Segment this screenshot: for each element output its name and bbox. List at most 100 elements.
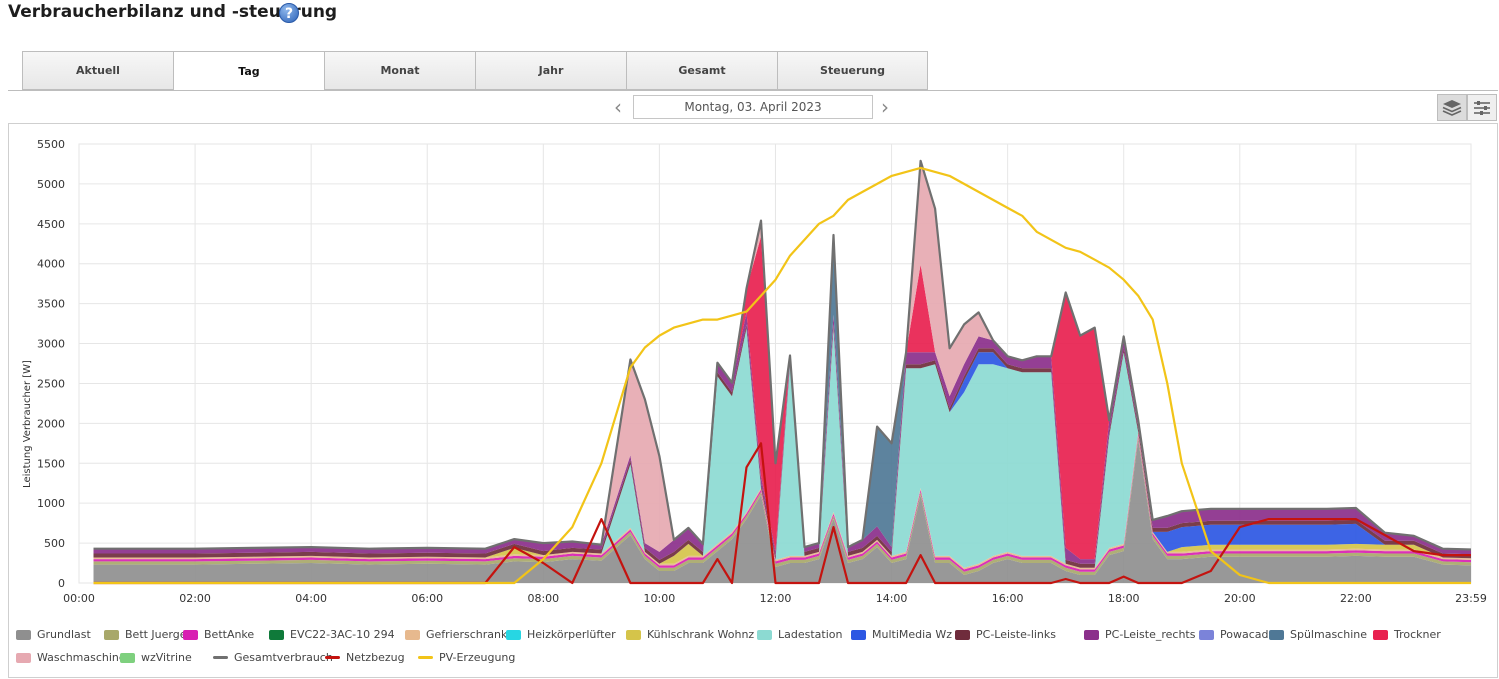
legend-label: PV-Erzeugung (439, 651, 516, 664)
x-tick-label: 20:00 (1224, 592, 1256, 605)
legend-item[interactable]: PC-Leiste_rechts (1084, 628, 1195, 641)
legend-label: wzVitrine (141, 651, 192, 664)
legend-swatch (506, 629, 521, 640)
legend-label: Kühlschrank Wohnz (647, 628, 755, 641)
tab-steuerung[interactable]: Steuerung (777, 51, 928, 90)
y-tick-label: 4000 (37, 258, 65, 271)
y-tick-label: 500 (44, 537, 65, 550)
legend-label: Heizkörperlüfter (527, 628, 616, 641)
x-tick-label: 23:59 (1455, 592, 1487, 605)
prev-day-button[interactable]: ‹ (614, 95, 622, 119)
series-line-0 (93, 159, 1472, 551)
legend-swatch (183, 629, 198, 640)
y-axis-ticks: 0 500 1000 1500 2000 2500 3000 3500 4000 4500 5000… (37, 138, 65, 590)
legend-label: Netzbezug (346, 651, 405, 664)
x-tick-label: 06:00 (411, 592, 443, 605)
consumption-chart: 0 500 1000 1500 2000 2500 3000 3500 4000 4500 5000… (22, 138, 1487, 605)
legend-item[interactable]: Ladestation (757, 628, 842, 641)
y-tick-label: 2000 (37, 417, 65, 430)
legend-swatch (405, 629, 420, 640)
legend-label: Bett Juergen (125, 628, 194, 641)
chart-lines (93, 159, 1472, 585)
legend-label: Gesamtverbrauch (234, 651, 333, 664)
x-tick-label: 02:00 (179, 592, 211, 605)
legend-item[interactable]: wzVitrine (120, 651, 192, 664)
legend-item[interactable]: Gefrierschrank (405, 628, 507, 641)
legend-label: PC-Leiste-links (976, 628, 1057, 641)
legend-item[interactable]: Kühlschrank Wohnz (626, 628, 754, 641)
legend-item[interactable]: Grundlast (16, 628, 91, 641)
x-tick-label: 14:00 (876, 592, 908, 605)
next-day-button[interactable]: › (881, 95, 889, 119)
layers-icon (1442, 99, 1462, 116)
tab-bar: Aktuell Tag Monat Jahr Gesamt Steuerung (22, 51, 928, 91)
legend-item[interactable]: Waschmaschine (16, 651, 126, 664)
legend-swatch (104, 629, 119, 640)
legend-item[interactable]: BettAnke (183, 628, 254, 641)
legend-swatch (626, 629, 641, 640)
series-line-1 (93, 442, 1471, 585)
legend-swatch (418, 656, 433, 659)
x-tick-label: 16:00 (992, 592, 1024, 605)
legend-item[interactable]: Spülmaschine (1269, 628, 1367, 641)
series-area-1 (93, 436, 1471, 575)
legend-swatch (1084, 629, 1099, 640)
x-tick-label: 00:00 (63, 592, 95, 605)
legend-item[interactable]: Powacaddy (1199, 628, 1282, 641)
x-tick-label: 22:00 (1340, 592, 1372, 605)
tab-monat[interactable]: Monat (324, 51, 475, 90)
tab-divider (8, 90, 1498, 91)
legend-swatch (1199, 629, 1214, 640)
legend-item[interactable]: Bett Juergen (104, 628, 193, 641)
legend-label: BettAnke (204, 628, 255, 641)
y-tick-label: 5500 (37, 138, 65, 151)
legend-item[interactable]: PV-Erzeugung (418, 651, 515, 664)
tab-gesamt[interactable]: Gesamt (626, 51, 777, 90)
date-picker[interactable]: Montag, 03. April 2023 (633, 95, 873, 119)
legend-swatch (120, 652, 135, 663)
y-tick-label: 5000 (37, 178, 65, 191)
legend-swatch (325, 656, 340, 659)
legend-swatch (757, 629, 772, 640)
y-tick-label: 1500 (37, 457, 65, 470)
legend-label: Waschmaschine (37, 651, 126, 664)
legend-item[interactable]: Trockner (1373, 628, 1441, 641)
legend-label: MultiMedia Wz (872, 628, 953, 641)
x-tick-label: 12:00 (760, 592, 792, 605)
x-tick-label: 08:00 (527, 592, 559, 605)
legend-label: Trockner (1394, 628, 1441, 641)
series-area-0 (93, 439, 1471, 583)
y-tick-label: 1000 (37, 497, 65, 510)
legend-swatch (955, 629, 970, 640)
chart-panel: 0 500 1000 1500 2000 2500 3000 3500 4000 4500 5000… (8, 123, 1498, 678)
y-tick-label: 3500 (37, 298, 65, 311)
chart-areas (93, 160, 1471, 583)
legend-label: Powacaddy (1220, 628, 1282, 641)
x-axis-ticks: 00:00 02:00 04:00 06:00 08:00 10:00 12:00 14:00… (63, 592, 1487, 605)
legend-swatch (1269, 629, 1284, 640)
legend-item[interactable]: Netzbezug (325, 651, 405, 664)
stacked-view-button[interactable] (1437, 94, 1467, 121)
legend-swatch (16, 629, 31, 640)
y-tick-label: 0 (58, 577, 65, 590)
tab-aktuell[interactable]: Aktuell (22, 51, 173, 90)
page-title: Verbraucherbilanz und -steuerung (8, 2, 338, 22)
y-tick-label: 4500 (37, 218, 65, 231)
legend-item[interactable]: EVC22-3AC-10 294 (269, 628, 395, 641)
legend-item[interactable]: Gesamtverbrauch (213, 651, 333, 664)
legend-swatch (851, 629, 866, 640)
series-area-7 (93, 328, 1471, 568)
legend-swatch (16, 652, 31, 663)
legend-item[interactable]: PC-Leiste-links (955, 628, 1056, 641)
legend-item[interactable]: MultiMedia Wz (851, 628, 952, 641)
y-tick-label: 3000 (37, 338, 65, 351)
legend-label: Spülmaschine (1290, 628, 1367, 641)
help-icon[interactable]: ? (279, 3, 299, 23)
legend-item[interactable]: Heizkörperlüfter (506, 628, 616, 641)
tab-jahr[interactable]: Jahr (475, 51, 626, 90)
chart-settings-button[interactable] (1467, 94, 1497, 121)
legend-label: Gefrierschrank (426, 628, 508, 641)
tab-tag[interactable]: Tag (173, 51, 324, 91)
y-tick-label: 2500 (37, 377, 65, 390)
y-axis-label: Leistung Verbraucher [W] (22, 360, 33, 488)
